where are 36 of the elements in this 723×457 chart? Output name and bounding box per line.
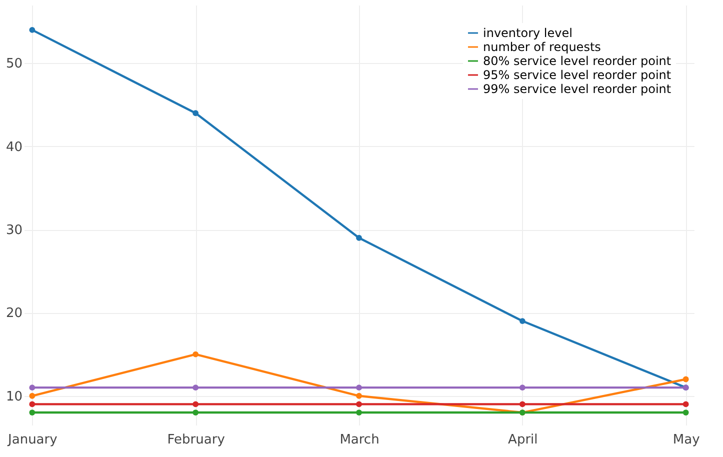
point — [682, 401, 689, 408]
point — [519, 384, 526, 391]
point — [192, 410, 199, 416]
point — [29, 401, 36, 408]
legend-label: 99% service level reorder point — [483, 82, 672, 96]
point — [356, 410, 362, 416]
point — [356, 392, 362, 399]
y-tick-label: 20 — [6, 306, 22, 322]
x-tick-label: March — [340, 432, 380, 448]
y-tick-label: 30 — [6, 223, 22, 238]
point — [192, 351, 199, 358]
point — [356, 384, 362, 391]
point — [519, 318, 526, 324]
y-tick-label: 10 — [6, 389, 22, 404]
point — [519, 401, 526, 408]
point — [29, 27, 36, 33]
x-tick-label: January — [7, 432, 58, 448]
point — [192, 401, 199, 408]
x-tick-label: May — [672, 432, 700, 448]
legend-label: 80% service level reorder point — [483, 54, 672, 68]
point — [192, 384, 199, 391]
point — [29, 384, 36, 391]
point — [356, 401, 362, 408]
point — [682, 410, 689, 416]
point — [29, 410, 36, 416]
legend-label: number of requests — [483, 40, 601, 54]
legend-label: 95% service level reorder point — [483, 68, 672, 82]
y-tick-label: 40 — [6, 140, 22, 155]
point — [682, 376, 689, 382]
point — [29, 392, 36, 399]
point — [192, 110, 199, 116]
legend-label: inventory level — [483, 26, 572, 40]
y-tick-label: 50 — [6, 56, 22, 72]
x-tick-label: February — [167, 432, 226, 448]
point — [356, 234, 362, 241]
x-tick-label: April — [508, 432, 538, 448]
